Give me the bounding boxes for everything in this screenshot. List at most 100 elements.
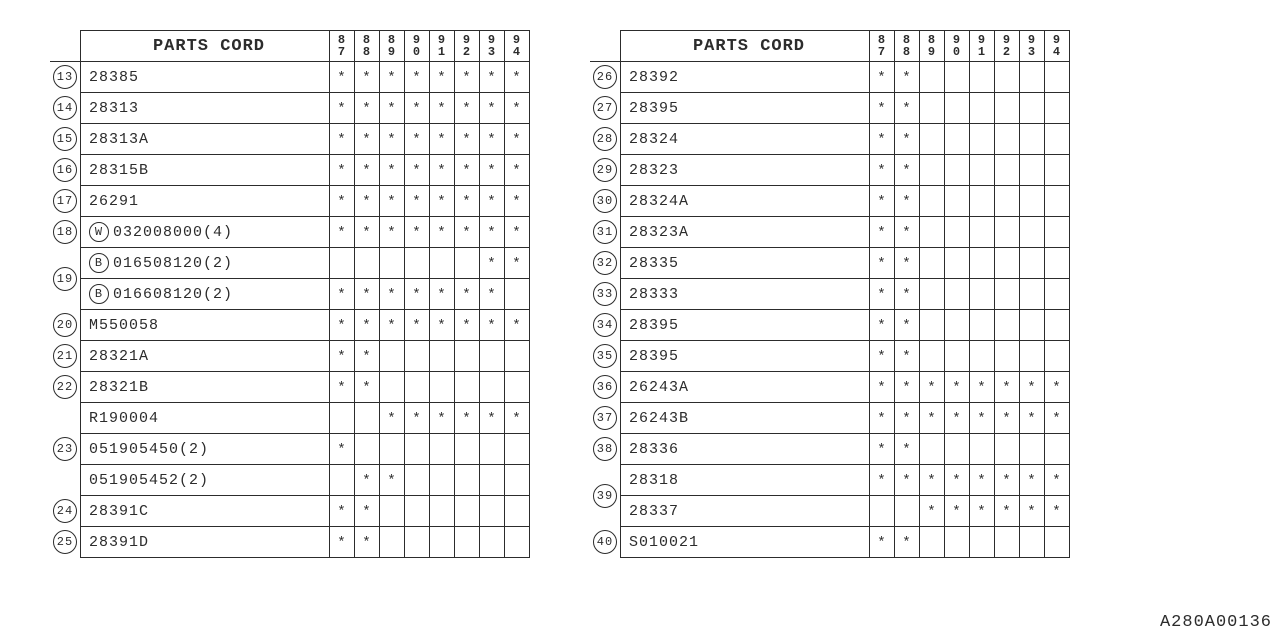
part-code: 28391D bbox=[89, 534, 149, 551]
mark-cell: * bbox=[1020, 465, 1045, 496]
mark-cell bbox=[480, 465, 505, 496]
mark-cell: * bbox=[895, 62, 920, 93]
mark-cell: * bbox=[870, 124, 895, 155]
year-header-88: 88 bbox=[355, 32, 379, 60]
mark-cell bbox=[380, 496, 405, 527]
mark-cell bbox=[945, 527, 970, 558]
mark-cell bbox=[1045, 155, 1070, 186]
mark-cell bbox=[1045, 93, 1070, 124]
mark-cell: * bbox=[430, 62, 455, 93]
mark-cell: * bbox=[330, 62, 355, 93]
part-code: 28333 bbox=[629, 286, 679, 303]
mark-cell bbox=[920, 527, 945, 558]
row-index: 29 bbox=[593, 158, 617, 182]
mark-cell bbox=[870, 496, 895, 527]
table-row: 2628392** bbox=[590, 62, 1070, 93]
mark-cell bbox=[995, 186, 1020, 217]
mark-cell: * bbox=[480, 217, 505, 248]
mark-cell: * bbox=[870, 248, 895, 279]
mark-cell bbox=[970, 124, 995, 155]
mark-cell bbox=[970, 279, 995, 310]
mark-cell bbox=[355, 248, 380, 279]
mark-cell bbox=[1045, 217, 1070, 248]
mark-cell: * bbox=[480, 403, 505, 434]
mark-cell: * bbox=[455, 93, 480, 124]
mark-cell: * bbox=[895, 217, 920, 248]
prefix-icon: W bbox=[89, 222, 109, 242]
mark-cell: * bbox=[870, 310, 895, 341]
table-row: 1726291******** bbox=[50, 186, 530, 217]
mark-cell: * bbox=[405, 93, 430, 124]
mark-cell: * bbox=[1020, 496, 1045, 527]
mark-cell: * bbox=[430, 93, 455, 124]
part-code: 016608120(2) bbox=[113, 286, 233, 303]
mark-cell: * bbox=[405, 279, 430, 310]
row-index: 32 bbox=[593, 251, 617, 275]
mark-cell: * bbox=[920, 372, 945, 403]
mark-cell: * bbox=[895, 186, 920, 217]
mark-cell bbox=[1020, 62, 1045, 93]
part-code: 032008000(4) bbox=[113, 224, 233, 241]
mark-cell: * bbox=[870, 62, 895, 93]
part-code: 28324 bbox=[629, 131, 679, 148]
mark-cell: * bbox=[870, 217, 895, 248]
part-code: 28336 bbox=[629, 441, 679, 458]
mark-cell bbox=[1020, 434, 1045, 465]
mark-cell bbox=[405, 465, 430, 496]
mark-cell bbox=[895, 496, 920, 527]
mark-cell: * bbox=[355, 527, 380, 558]
mark-cell: * bbox=[1045, 372, 1070, 403]
mark-cell: * bbox=[505, 403, 530, 434]
mark-cell: * bbox=[355, 217, 380, 248]
mark-cell: * bbox=[380, 186, 405, 217]
mark-cell: * bbox=[430, 124, 455, 155]
table-row: 2128321A** bbox=[50, 341, 530, 372]
mark-cell: * bbox=[995, 465, 1020, 496]
mark-cell bbox=[1045, 434, 1070, 465]
part-code: 28323A bbox=[629, 224, 689, 241]
mark-cell bbox=[480, 527, 505, 558]
mark-cell: * bbox=[355, 372, 380, 403]
table-row: 18W032008000(4)******** bbox=[50, 217, 530, 248]
row-index: 30 bbox=[593, 189, 617, 213]
mark-cell bbox=[430, 496, 455, 527]
mark-cell: * bbox=[455, 310, 480, 341]
mark-cell bbox=[330, 465, 355, 496]
mark-cell: * bbox=[480, 186, 505, 217]
table-row: 3128323A** bbox=[590, 217, 1070, 248]
row-index: 14 bbox=[53, 96, 77, 120]
row-index: 19 bbox=[53, 267, 77, 291]
row-index: 15 bbox=[53, 127, 77, 151]
mark-cell: * bbox=[455, 279, 480, 310]
mark-cell: * bbox=[330, 527, 355, 558]
footer-code: A280A00136 bbox=[1160, 613, 1272, 632]
mark-cell bbox=[430, 341, 455, 372]
mark-cell bbox=[970, 217, 995, 248]
mark-cell bbox=[1045, 62, 1070, 93]
part-code: 28321A bbox=[89, 348, 149, 365]
mark-cell: * bbox=[920, 465, 945, 496]
mark-cell bbox=[355, 403, 380, 434]
mark-cell: * bbox=[330, 93, 355, 124]
table-row: 2528391D** bbox=[50, 527, 530, 558]
mark-cell bbox=[945, 124, 970, 155]
mark-cell bbox=[430, 434, 455, 465]
row-index: 23 bbox=[53, 437, 77, 461]
mark-cell bbox=[920, 434, 945, 465]
mark-cell bbox=[970, 248, 995, 279]
mark-cell bbox=[1045, 341, 1070, 372]
mark-cell: * bbox=[455, 186, 480, 217]
mark-cell bbox=[480, 372, 505, 403]
mark-cell: * bbox=[920, 403, 945, 434]
row-index: 13 bbox=[53, 65, 77, 89]
part-code: 28335 bbox=[629, 255, 679, 272]
mark-cell: * bbox=[505, 310, 530, 341]
table-row: 2428391C** bbox=[50, 496, 530, 527]
mark-cell bbox=[995, 527, 1020, 558]
part-code: 28395 bbox=[629, 348, 679, 365]
year-header-91: 91 bbox=[430, 32, 454, 60]
mark-cell: * bbox=[355, 93, 380, 124]
mark-cell: * bbox=[895, 279, 920, 310]
mark-cell: * bbox=[870, 465, 895, 496]
table-row: 051905452(2)** bbox=[50, 465, 530, 496]
